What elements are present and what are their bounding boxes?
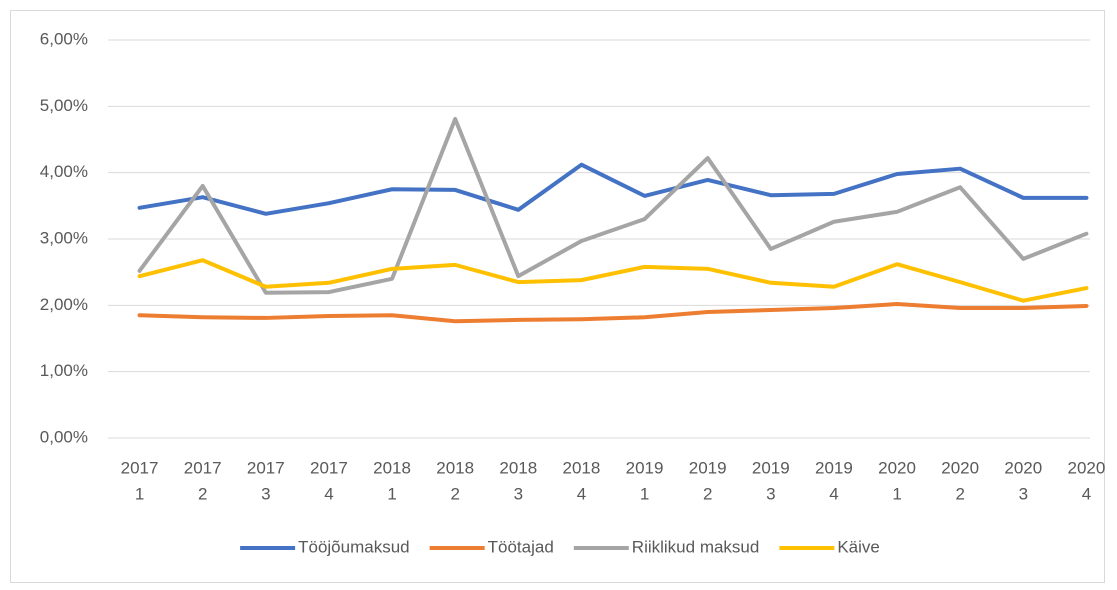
x-tick-label: 1 [135, 484, 144, 503]
x-tick-label: 1 [387, 484, 396, 503]
x-tick-label: 2017 [310, 458, 348, 477]
x-tick-label: 3 [514, 484, 523, 503]
legend-label: Riiklikud maksud [632, 537, 760, 556]
y-tick-label: 2,00% [40, 295, 88, 314]
x-tick-label: 2019 [689, 458, 727, 477]
x-tick-label: 4 [324, 484, 333, 503]
legend-label: Tööjõumaksud [298, 537, 410, 556]
x-tick-label: 2018 [373, 458, 411, 477]
x-tick-label: 2019 [815, 458, 853, 477]
x-tick-label: 2 [450, 484, 459, 503]
x-tick-label: 2020 [878, 458, 916, 477]
x-tick-label: 2017 [184, 458, 222, 477]
x-tick-label: 2019 [752, 458, 790, 477]
x-tick-label: 2020 [1004, 458, 1042, 477]
x-tick-label: 3 [261, 484, 270, 503]
x-tick-label: 2018 [563, 458, 601, 477]
x-tick-label: 2017 [247, 458, 285, 477]
x-tick-label: 1 [640, 484, 649, 503]
x-tick-label: 2020 [1068, 458, 1106, 477]
y-tick-label: 3,00% [40, 228, 88, 247]
x-tick-label: 2017 [121, 458, 159, 477]
y-tick-label: 4,00% [40, 162, 88, 181]
y-tick-label: 6,00% [40, 29, 88, 48]
y-tick-label: 1,00% [40, 361, 88, 380]
x-tick-label: 2018 [436, 458, 474, 477]
x-tick-label: 4 [829, 484, 838, 503]
x-tick-label: 4 [1082, 484, 1091, 503]
y-tick-label: 0,00% [40, 427, 88, 446]
y-tick-label: 5,00% [40, 96, 88, 115]
x-tick-label: 2 [198, 484, 207, 503]
x-tick-label: 3 [1019, 484, 1028, 503]
x-tick-label: 2020 [941, 458, 979, 477]
series-line [137, 162, 1089, 216]
x-tick-label: 2018 [499, 458, 537, 477]
x-tick-label: 2 [703, 484, 712, 503]
x-tick-label: 2 [955, 484, 964, 503]
series-line [137, 116, 1089, 295]
series-line [137, 258, 1089, 303]
legend-label: Töötajad [488, 537, 554, 556]
x-tick-label: 3 [766, 484, 775, 503]
x-tick-label: 4 [577, 484, 586, 503]
x-tick-label: 1 [892, 484, 901, 503]
series-line [137, 302, 1089, 324]
x-tick-label: 2019 [626, 458, 664, 477]
chart-border [10, 10, 1105, 583]
legend-label: Käive [837, 537, 880, 556]
